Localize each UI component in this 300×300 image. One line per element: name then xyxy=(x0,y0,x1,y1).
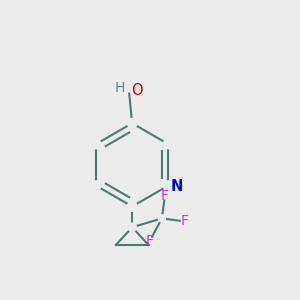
Circle shape xyxy=(158,215,166,222)
Text: F: F xyxy=(180,214,188,228)
Circle shape xyxy=(128,118,137,128)
Text: O: O xyxy=(131,83,142,98)
Text: H: H xyxy=(115,81,125,94)
Circle shape xyxy=(164,139,173,149)
Text: F: F xyxy=(146,234,154,248)
Circle shape xyxy=(128,202,137,211)
Circle shape xyxy=(92,181,101,190)
Circle shape xyxy=(128,223,136,231)
Circle shape xyxy=(164,181,173,190)
Text: F: F xyxy=(161,189,169,203)
Text: N: N xyxy=(170,179,183,194)
Circle shape xyxy=(92,139,101,149)
